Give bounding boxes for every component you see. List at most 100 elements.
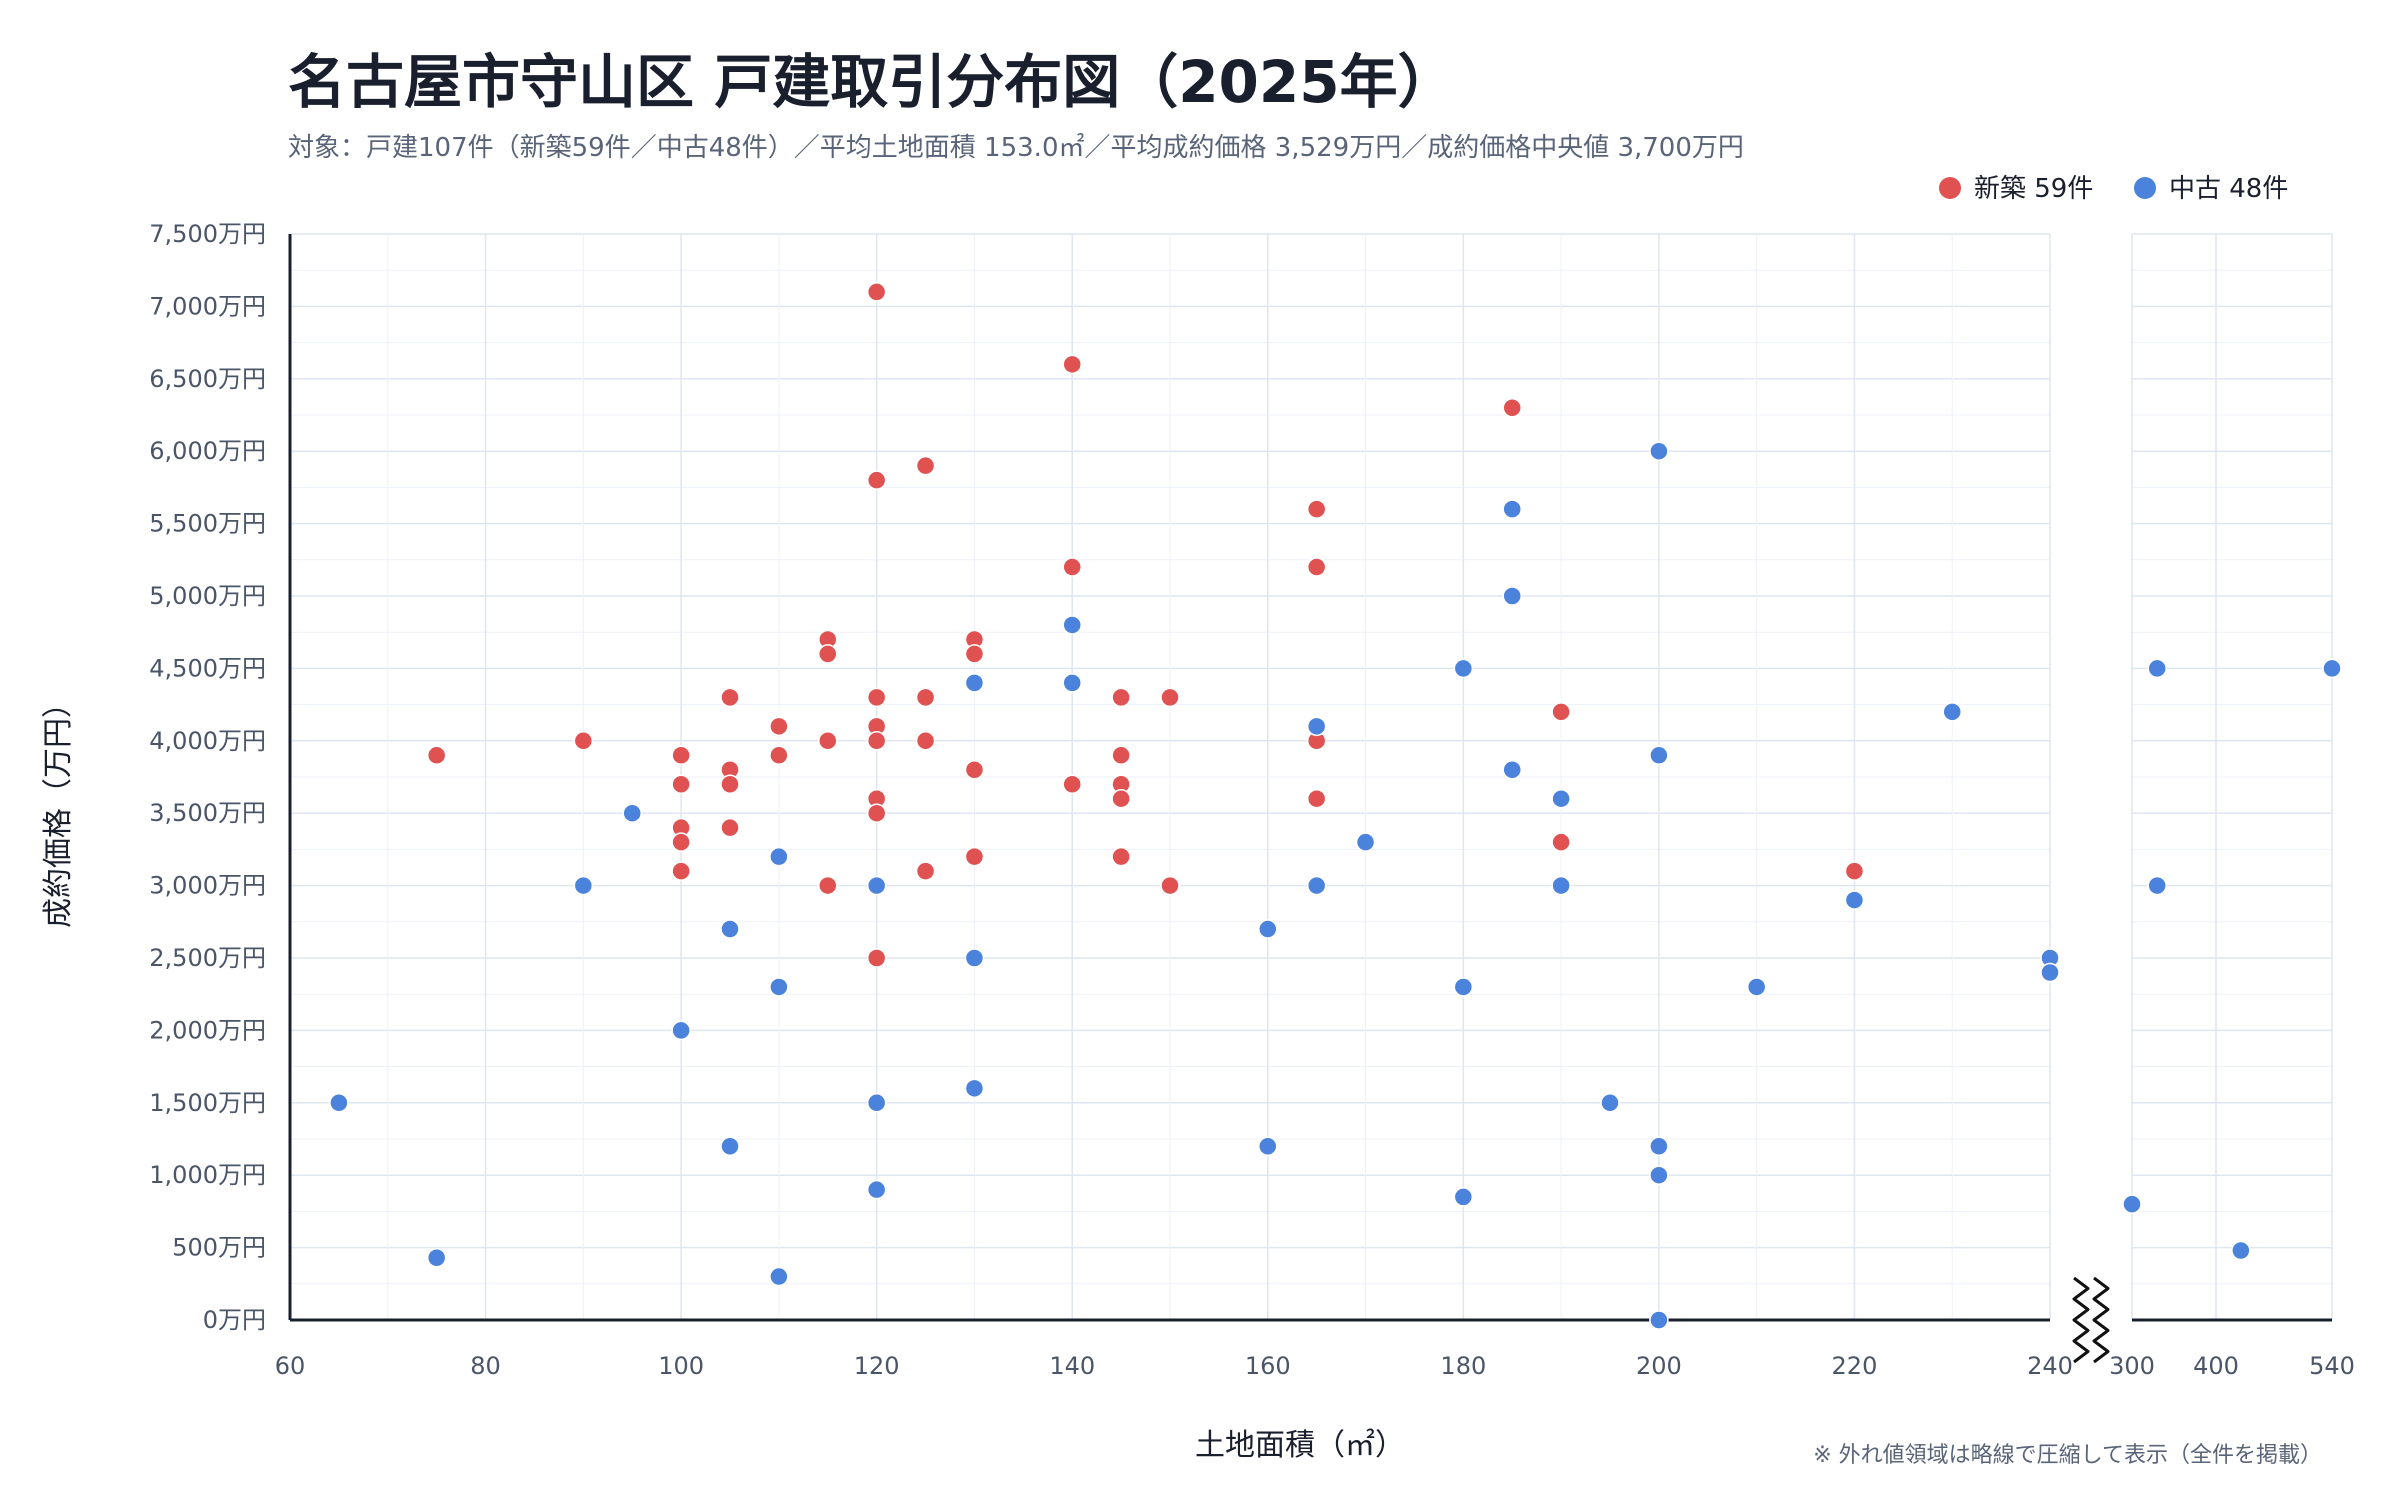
y-tick-label: 0万円 <box>203 1306 266 1334</box>
point-used <box>426 1247 447 1268</box>
point-new <box>1306 788 1327 809</box>
point-used <box>622 803 642 823</box>
point-used <box>866 1179 887 1200</box>
point-new <box>1844 861 1865 881</box>
point-used <box>2040 962 2060 983</box>
point-used <box>1551 788 1571 809</box>
point-used <box>1502 499 1522 519</box>
y-tick-label: 7,500万円 <box>149 220 266 248</box>
point-used <box>720 919 740 939</box>
x-tick-label: 400 <box>2193 1352 2239 1380</box>
point-used <box>1453 977 1474 997</box>
point-new <box>671 861 691 881</box>
point-new <box>1551 832 1571 852</box>
point-used <box>769 846 789 867</box>
x-tick-label: 180 <box>1440 1352 1486 1380</box>
point-used <box>2147 875 2167 896</box>
point-used <box>573 875 594 896</box>
legend-marker <box>2134 177 2156 199</box>
point-new <box>671 745 691 766</box>
point-used <box>1258 1136 1278 1156</box>
legend-label: 新築 59件 <box>1974 174 2093 204</box>
tick-labels: 0万円 500万円 1,000万円 1,500万円 2,000万円 2,500万円 3,00… <box>149 220 2355 1380</box>
y-tick-label: 1,500万円 <box>149 1089 266 1117</box>
point-used <box>1649 1310 1669 1330</box>
point-used <box>1649 1136 1669 1156</box>
point-new <box>964 846 985 867</box>
y-tick-label: 500万円 <box>172 1234 266 1262</box>
point-used <box>2322 658 2342 679</box>
point-used <box>1649 1165 1669 1185</box>
point-new <box>1062 557 1082 577</box>
point-used <box>1062 615 1082 635</box>
point-used <box>2122 1194 2142 1214</box>
point-used <box>671 1020 691 1041</box>
point-new <box>818 875 838 896</box>
data-points <box>329 282 2342 1330</box>
footnote: ※ 外れ値領域は略線で圧縮して表示（全件を掲載） <box>1813 1443 2322 1468</box>
x-tick-label: 200 <box>1636 1352 1682 1380</box>
point-used <box>1258 919 1278 939</box>
y-tick-label: 3,500万円 <box>149 799 266 827</box>
point-used <box>1453 1187 1474 1207</box>
point-used <box>1306 875 1327 896</box>
point-new <box>1551 702 1571 722</box>
point-new <box>818 731 838 751</box>
legend: 新築 59件 中古 48件 <box>1939 174 2288 204</box>
axis-break-mark <box>2072 1276 2090 1364</box>
point-new <box>1306 499 1327 519</box>
point-new <box>720 687 740 708</box>
point-used <box>866 1093 887 1113</box>
chart-title: 名古屋市守山区 戸建取引分布図（2025年） <box>288 48 1456 116</box>
point-new <box>1111 745 1131 766</box>
point-new <box>866 282 887 302</box>
point-used <box>964 948 985 968</box>
point-new <box>720 817 740 838</box>
point-new <box>720 774 740 794</box>
point-used <box>329 1093 349 1113</box>
point-used <box>1551 875 1571 896</box>
point-new <box>915 861 936 881</box>
point-new <box>769 716 789 737</box>
point-new <box>426 745 447 766</box>
y-tick-label: 5,500万円 <box>149 510 266 538</box>
y-tick-label: 1,000万円 <box>149 1161 266 1189</box>
point-new <box>915 731 936 751</box>
point-used <box>1502 586 1522 606</box>
legend-marker <box>1939 177 1961 199</box>
legend-label: 中古 48件 <box>2169 174 2288 204</box>
point-new <box>1160 875 1180 896</box>
point-new <box>1111 788 1131 809</box>
x-tick-label: 80 <box>470 1352 501 1380</box>
x-tick-label: 100 <box>658 1352 704 1380</box>
point-new <box>671 774 691 794</box>
y-tick-label: 3,000万円 <box>149 872 266 900</box>
point-new <box>915 687 936 708</box>
point-new <box>866 731 887 751</box>
point-used <box>1062 673 1082 693</box>
x-tick-label: 300 <box>2109 1352 2155 1380</box>
y-tick-label: 4,000万円 <box>149 727 266 755</box>
point-new <box>1062 774 1082 794</box>
chart-subtitle: 対象：戸建107件（新築59件／中古48件）／平均土地面積 153.0㎡／平均成… <box>288 133 1744 163</box>
point-used <box>720 1136 740 1156</box>
y-tick-label: 2,500万円 <box>149 944 266 972</box>
point-new <box>1306 557 1327 577</box>
x-tick-label: 160 <box>1245 1352 1291 1380</box>
point-used <box>964 1078 985 1099</box>
x-tick-label: 540 <box>2309 1352 2355 1380</box>
point-new <box>866 948 887 968</box>
point-new <box>866 803 887 823</box>
point-used <box>2147 658 2167 679</box>
x-tick-label: 60 <box>275 1352 306 1380</box>
point-used <box>769 977 789 997</box>
y-tick-label: 5,000万円 <box>149 582 266 610</box>
point-new <box>769 745 789 766</box>
point-used <box>1355 832 1376 852</box>
point-new <box>1111 846 1131 867</box>
x-tick-label: 220 <box>1832 1352 1878 1380</box>
point-new <box>1160 687 1180 708</box>
point-used <box>1649 745 1669 766</box>
point-used <box>1306 716 1327 737</box>
